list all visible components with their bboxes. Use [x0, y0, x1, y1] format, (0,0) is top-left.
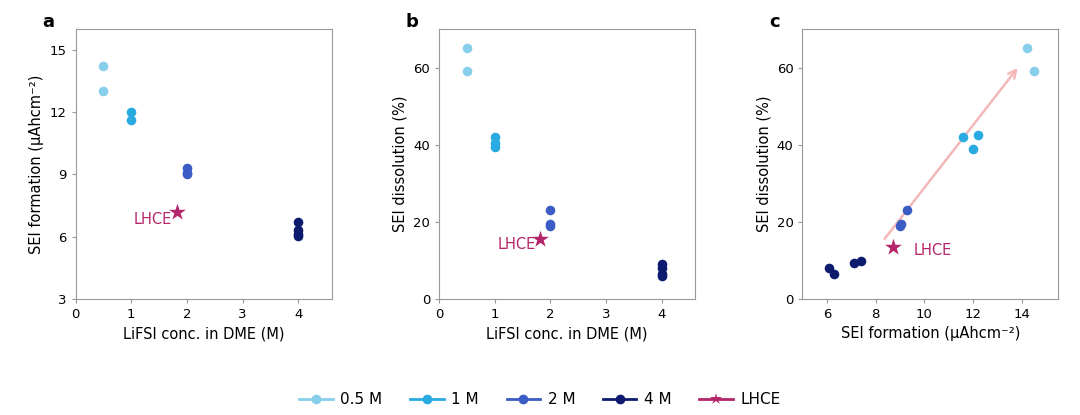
Point	[178, 165, 195, 171]
Point	[289, 232, 307, 239]
Point	[289, 219, 307, 225]
Text: LHCE: LHCE	[498, 237, 536, 252]
Point	[955, 134, 972, 140]
Legend: 0.5 M, 1 M, 2 M, 4 M, LHCE: 0.5 M, 1 M, 2 M, 4 M, LHCE	[299, 392, 781, 408]
X-axis label: SEI formation (μAhcm⁻²): SEI formation (μAhcm⁻²)	[840, 326, 1021, 342]
Point	[653, 265, 671, 271]
Point	[653, 261, 671, 267]
Point	[458, 68, 475, 75]
Point	[178, 171, 195, 178]
Y-axis label: SEI formation (μAhcm⁻²): SEI formation (μAhcm⁻²)	[29, 74, 44, 254]
Text: a: a	[42, 13, 54, 31]
Point	[95, 63, 112, 70]
Y-axis label: SEI dissolution (%): SEI dissolution (%)	[756, 96, 771, 232]
Point	[653, 272, 671, 279]
Point	[653, 271, 671, 277]
Point	[845, 260, 862, 267]
Point	[891, 222, 908, 229]
Text: LHCE: LHCE	[134, 212, 173, 227]
Point	[542, 207, 559, 213]
Point	[1025, 68, 1042, 75]
Point	[821, 265, 838, 271]
Point	[289, 227, 307, 234]
Point	[964, 145, 982, 152]
Text: c: c	[769, 13, 780, 31]
Text: b: b	[406, 13, 419, 31]
Point	[899, 207, 916, 213]
Point	[825, 271, 842, 277]
X-axis label: LiFSI conc. in DME (M): LiFSI conc. in DME (M)	[123, 326, 284, 342]
Point	[531, 236, 549, 242]
Point	[542, 222, 559, 229]
Point	[892, 220, 909, 227]
Point	[542, 220, 559, 227]
Point	[486, 139, 503, 146]
Point	[486, 134, 503, 140]
Point	[289, 231, 307, 238]
Point	[458, 45, 475, 51]
Point	[178, 170, 195, 176]
Point	[486, 143, 503, 150]
X-axis label: LiFSI conc. in DME (M): LiFSI conc. in DME (M)	[486, 326, 648, 342]
Point	[123, 117, 140, 124]
Point	[852, 258, 869, 264]
Point	[1018, 45, 1036, 51]
Y-axis label: SEI dissolution (%): SEI dissolution (%)	[392, 96, 407, 232]
Point	[168, 208, 186, 215]
Point	[885, 244, 902, 250]
Text: LHCE: LHCE	[914, 243, 951, 258]
Point	[123, 109, 140, 115]
Point	[95, 88, 112, 95]
Point	[970, 132, 987, 138]
